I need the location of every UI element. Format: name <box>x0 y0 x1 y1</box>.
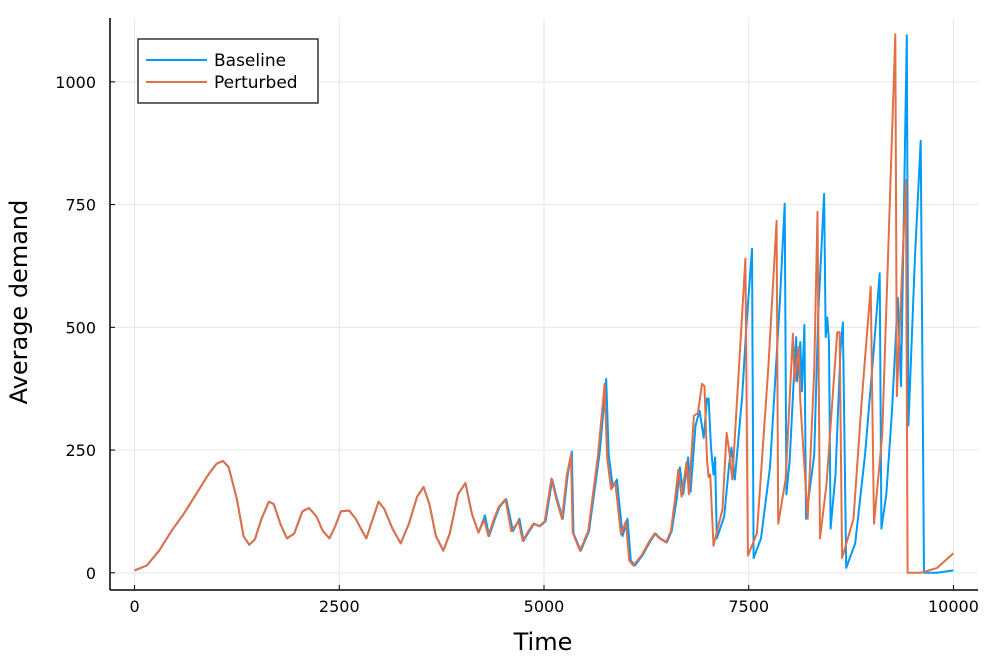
y-tick-label: 750 <box>65 196 96 215</box>
x-tick-label: 5000 <box>524 597 565 616</box>
legend-label-perturbed: Perturbed <box>214 73 298 93</box>
tick-labels: 0 2500 5000 7500 10000 0 250 500 750 1000 <box>55 73 979 616</box>
x-tick-label: 7500 <box>728 597 769 616</box>
y-tick-label: 500 <box>65 318 96 337</box>
legend: Baseline Perturbed <box>137 38 319 104</box>
grid <box>110 18 978 590</box>
y-axis-title: Average demand <box>5 200 33 405</box>
y-tick-label: 0 <box>86 564 96 583</box>
legend-label-baseline: Baseline <box>214 51 286 71</box>
y-tick-label: 1000 <box>55 73 96 92</box>
x-axis-title: Time <box>513 628 573 656</box>
legend-box <box>137 38 319 104</box>
series-layer <box>134 33 955 574</box>
x-tick-label: 2500 <box>319 597 360 616</box>
x-tick-label: 10000 <box>928 597 979 616</box>
y-tick-label: 250 <box>65 441 96 460</box>
axes <box>109 18 978 591</box>
x-tick-label: 0 <box>129 597 139 616</box>
series-line-perturbed <box>134 33 955 574</box>
